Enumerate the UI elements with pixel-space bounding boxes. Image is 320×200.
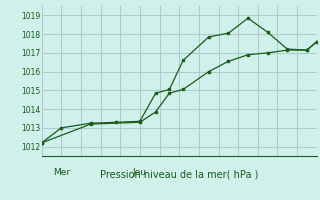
Text: Mer: Mer: [53, 168, 70, 177]
X-axis label: Pression niveau de la mer( hPa ): Pression niveau de la mer( hPa ): [100, 170, 258, 180]
Text: Jeu: Jeu: [133, 168, 147, 177]
